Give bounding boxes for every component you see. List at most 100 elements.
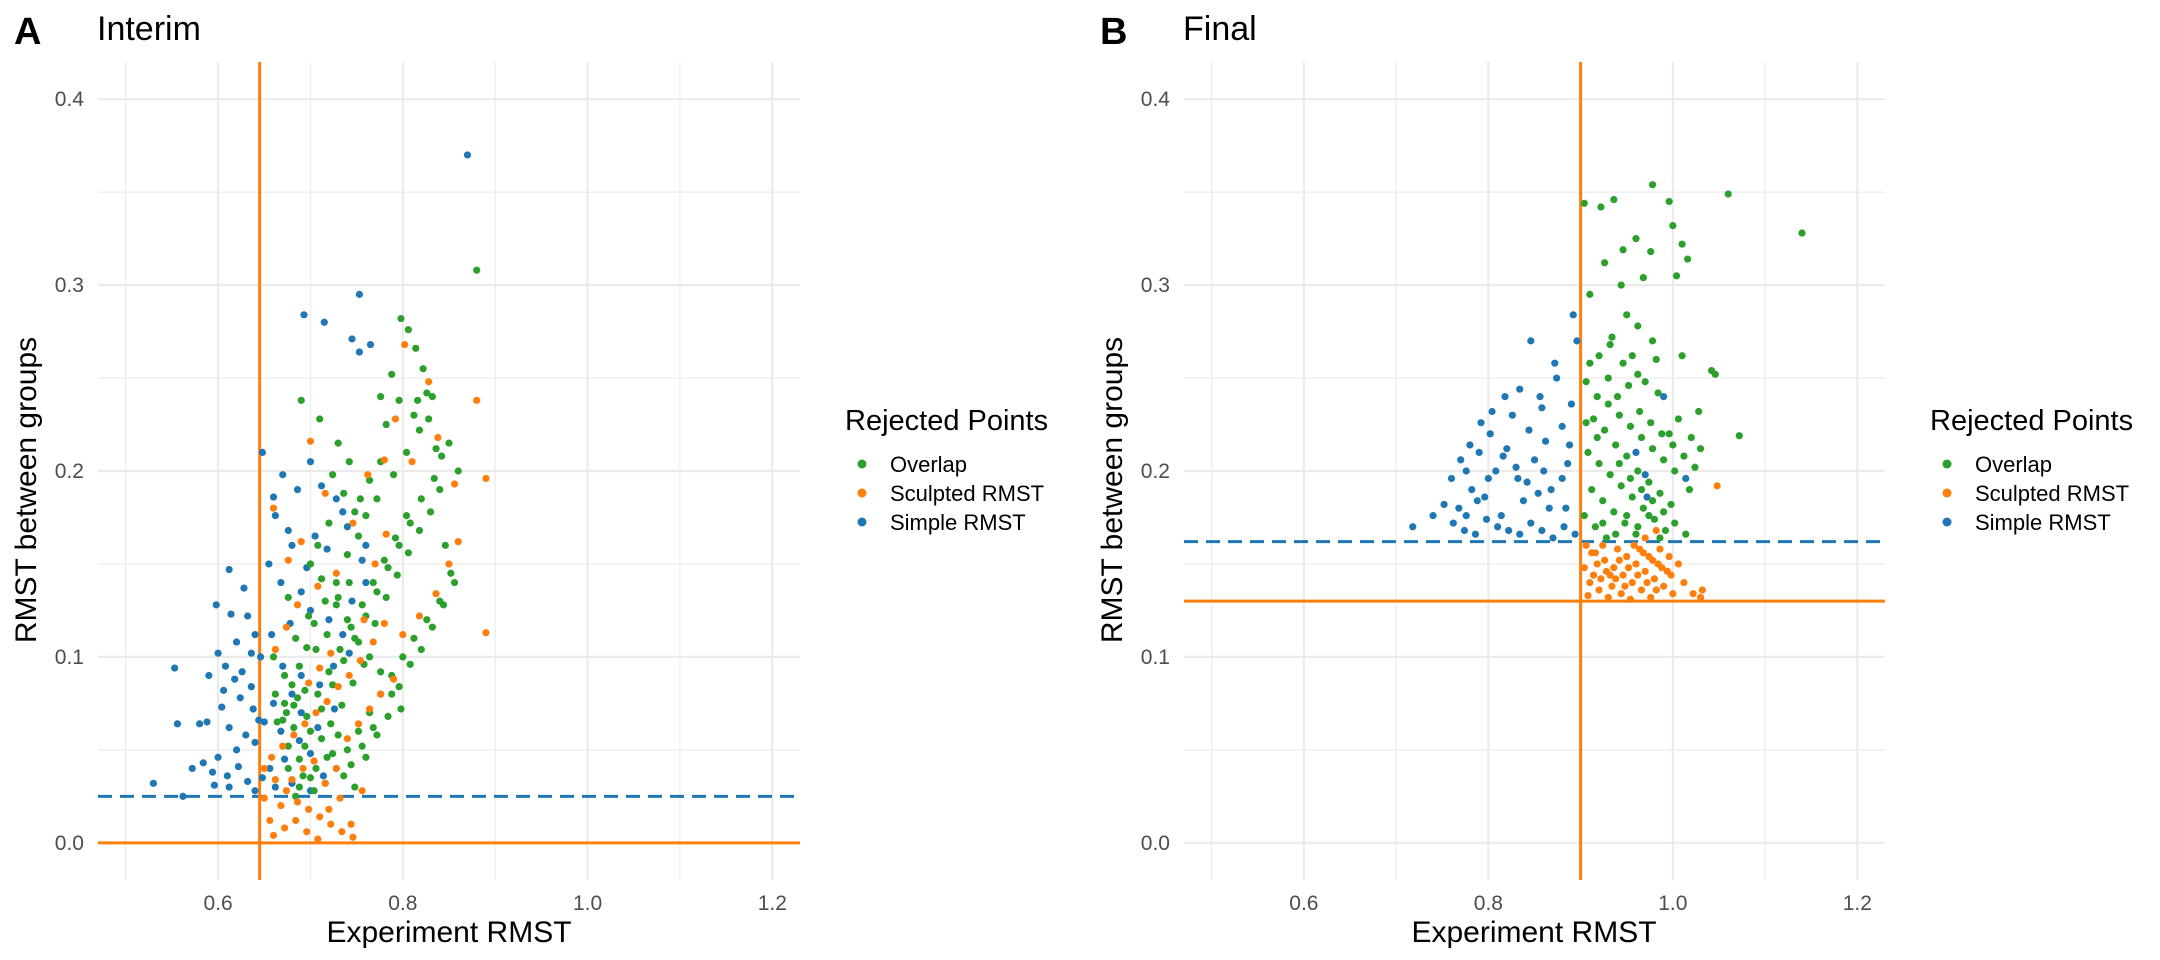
panel-b-point-sculpted-rmst xyxy=(1630,541,1638,549)
panel-a-y-tick-label: 0.4 xyxy=(55,88,85,111)
panel-a-legend-key-overlap xyxy=(857,459,867,469)
panel-a-point-sculpted-rmst xyxy=(354,720,363,728)
panel-a-y-tick-label: 0.2 xyxy=(55,460,84,483)
panel-b-point-simple-rmst xyxy=(1564,459,1572,468)
panel-a-point-simple-rmst xyxy=(288,541,296,549)
panel-a-point-simple-rmst xyxy=(280,755,289,763)
panel-b-y-axis-title: RMST between groups xyxy=(1096,337,1129,643)
panel-b-point-overlap xyxy=(1599,519,1607,527)
panel-a-point-overlap xyxy=(384,712,392,721)
panel-b-x-tick-labels: 0.6 0.8 1.0 1.2 xyxy=(1289,892,1872,915)
panel-a-point-simple-rmst xyxy=(258,448,267,457)
panel-b-point-sculpted-rmst xyxy=(1589,571,1598,579)
panel-b-point-simple-rmst xyxy=(1455,504,1463,512)
panel-a-point-overlap xyxy=(371,619,379,628)
panel-b-x-tick-label: 1.0 xyxy=(1658,892,1687,915)
panel-a-point-simple-rmst xyxy=(265,560,273,568)
panel-a-point-overlap xyxy=(380,556,388,564)
panel-a-point-simple-rmst xyxy=(268,631,276,639)
panel-b-point-simple-rmst xyxy=(1471,530,1480,538)
panel-a-point-sculpted-rmst xyxy=(432,590,440,598)
panel-a-point-overlap xyxy=(314,690,322,698)
panel-b-point-sculpted-rmst xyxy=(1656,545,1664,553)
panel-a-point-overlap xyxy=(290,723,298,732)
panel-b-point-simple-rmst xyxy=(1494,523,1502,531)
panel-b-point-overlap xyxy=(1669,222,1677,230)
panel-a-point-overlap xyxy=(423,389,431,397)
panel-b-legend-title: Rejected Points xyxy=(1930,405,2133,437)
panel-b-point-simple-rmst xyxy=(1429,512,1437,520)
panel-a-point-overlap xyxy=(428,623,436,631)
panel-b: B Final 0.6 0.8 1.0 1.2 0.0 0.1 0.2 0.3 0.4 Exp… xyxy=(1096,10,2133,949)
panel-a-point-overlap xyxy=(343,551,351,559)
panel-b-point-overlap xyxy=(1639,274,1647,282)
panel-b-point-overlap xyxy=(1671,519,1679,527)
panel-b-point-sculpted-rmst xyxy=(1689,590,1697,598)
panel-b-point-overlap xyxy=(1601,426,1609,434)
panel-a-point-overlap xyxy=(402,448,411,457)
panel-b-point-overlap xyxy=(1671,467,1679,475)
panel-b-point-overlap xyxy=(1650,515,1659,523)
panel-b-point-simple-rmst xyxy=(1447,474,1456,483)
panel-b-point-overlap xyxy=(1619,246,1627,254)
panel-b-legend-label-simple: Simple RMST xyxy=(1975,510,2111,535)
panel-a-point-sculpted-rmst xyxy=(408,458,416,466)
panel-a-point-sculpted-rmst xyxy=(269,504,278,512)
panel-a-legend-label-sculpted: Sculpted RMST xyxy=(890,481,1044,506)
panel-a-point-simple-rmst xyxy=(325,616,333,624)
panel-a-point-simple-rmst xyxy=(171,664,179,672)
panel-b-point-overlap xyxy=(1645,478,1653,486)
panel-a-point-overlap xyxy=(269,653,278,661)
panel-b-point-simple-rmst xyxy=(1462,467,1470,475)
panel-a-point-simple-rmst xyxy=(218,703,226,711)
panel-a-point-overlap xyxy=(450,578,459,587)
panel-b-point-overlap xyxy=(1665,430,1673,438)
panel-b-point-overlap xyxy=(1586,290,1594,298)
panel-b-point-overlap xyxy=(1634,322,1642,330)
panel-a-point-overlap xyxy=(369,578,377,587)
panel-a-point-overlap xyxy=(280,699,289,707)
panel-a-point-overlap xyxy=(340,489,348,497)
panel-b-point-overlap xyxy=(1580,199,1588,207)
panel-a-point-sculpted-rmst xyxy=(347,820,355,828)
panel-a-point-sculpted-rmst xyxy=(303,828,311,836)
panel-b-legend-label-overlap: Overlap xyxy=(1975,452,2052,477)
panel-a-legend: Rejected Points Overlap Sculpted RMST Si… xyxy=(845,405,1048,535)
panel-b-point-overlap xyxy=(1684,255,1692,263)
panel-b-point-simple-rmst xyxy=(1477,419,1485,427)
panel-a-point-simple-rmst xyxy=(300,311,308,319)
panel-a-title: Interim xyxy=(97,10,201,48)
panel-a-point-sculpted-rmst xyxy=(268,753,276,761)
panel-a-point-overlap xyxy=(410,634,418,642)
panel-b-point-overlap xyxy=(1606,340,1614,349)
panel-b-point-simple-rmst xyxy=(1501,393,1509,401)
panel-a-point-simple-rmst xyxy=(355,348,364,356)
panel-a-point-simple-rmst xyxy=(271,783,279,791)
panel-a-point-overlap xyxy=(316,415,324,423)
panel-a-point-sculpted-rmst xyxy=(282,623,291,631)
panel-b-point-overlap xyxy=(1667,500,1675,509)
panel-b-point-sculpted-rmst xyxy=(1643,578,1651,587)
panel-a-point-simple-rmst xyxy=(306,749,315,758)
panel-a-point-overlap xyxy=(340,657,348,665)
panel-b-point-overlap xyxy=(1654,389,1662,397)
panel-a-point-sculpted-rmst xyxy=(380,456,388,464)
panel-a-point-simple-rmst xyxy=(362,541,370,549)
panel-a-point-overlap xyxy=(406,519,414,527)
panel-b-point-simple-rmst xyxy=(1643,493,1651,501)
panel-a-point-sculpted-rmst xyxy=(297,538,305,546)
panel-b-point-overlap xyxy=(1632,235,1640,243)
panel-a-point-sculpted-rmst xyxy=(401,340,409,349)
panel-a-point-simple-rmst xyxy=(223,772,231,780)
panel-a-point-simple-rmst xyxy=(225,783,233,791)
panel-a-point-overlap xyxy=(445,439,453,447)
panel-a-point-sculpted-rmst xyxy=(345,671,353,680)
panel-a-point-overlap xyxy=(306,774,315,782)
panel-b-point-simple-rmst xyxy=(1497,512,1505,520)
panel-b-point-overlap xyxy=(1665,197,1673,206)
panel-a-point-simple-rmst xyxy=(463,151,472,159)
panel-b-point-sculpted-rmst xyxy=(1584,591,1592,600)
panel-a-point-simple-rmst xyxy=(311,532,319,540)
panel-a-point-sculpted-rmst xyxy=(277,802,285,810)
panel-a-point-overlap xyxy=(292,634,300,642)
